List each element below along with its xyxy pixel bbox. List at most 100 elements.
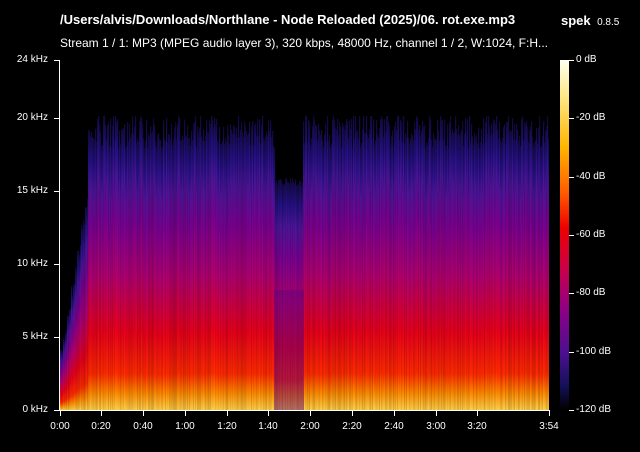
spectrogram-column — [413, 139, 415, 410]
spectrogram-column — [317, 140, 319, 410]
spectrogram-column — [382, 119, 384, 410]
spectrogram-column — [144, 147, 146, 410]
spectrogram-column — [190, 145, 192, 410]
spectrogram-column — [222, 140, 224, 410]
spectrogram-column — [522, 116, 524, 410]
spectrogram-column — [423, 126, 425, 410]
spectrogram-column — [483, 118, 485, 410]
spectrogram-column — [394, 126, 396, 410]
time-label: 3:54 — [539, 421, 559, 432]
spectrogram-column — [383, 136, 385, 410]
spectrogram-column — [411, 133, 413, 410]
spectrogram-column — [191, 130, 193, 410]
spectrogram-column — [480, 141, 482, 410]
spectrogram-column — [355, 116, 357, 410]
spectrogram-column — [514, 123, 516, 410]
spectrogram-column — [266, 131, 268, 410]
spectrogram-column — [460, 133, 462, 410]
spectrogram-column — [75, 267, 77, 410]
spectrogram-column — [210, 124, 212, 410]
spectrogram-column — [520, 145, 522, 410]
spectrogram-column — [99, 124, 101, 410]
spectrogram-column — [511, 131, 513, 410]
spectrogram-column — [344, 129, 346, 410]
spectrogram-column — [236, 127, 238, 410]
spectrogram-column — [342, 122, 344, 410]
spectrogram-column — [403, 116, 405, 410]
spectrogram-column — [189, 137, 191, 410]
spectrogram-column — [405, 133, 407, 410]
spectrogram-column — [422, 120, 424, 410]
spectrogram-column — [504, 124, 506, 410]
spectrogram-column — [260, 143, 262, 410]
spectrogram-column — [444, 119, 446, 410]
time-tick — [549, 411, 550, 416]
spectrogram-column — [249, 121, 251, 410]
spectrogram-column — [539, 116, 541, 410]
spectrogram-column — [185, 135, 187, 410]
frame-left — [59, 60, 60, 411]
spectrogram-column — [263, 137, 265, 410]
spectrogram-column — [307, 142, 309, 410]
time-tick — [436, 411, 437, 416]
spectrogram-column — [341, 147, 343, 410]
spectrogram-column — [83, 220, 85, 410]
spectrogram-column — [166, 117, 168, 410]
spectrogram-column — [145, 141, 147, 410]
spectrogram-column — [331, 143, 333, 410]
spectrogram-column — [387, 116, 389, 410]
spectrogram-column — [68, 315, 70, 410]
time-label: 0:20 — [91, 421, 111, 432]
spectrogram-column — [319, 130, 321, 410]
spectrogram-column — [110, 118, 112, 410]
spectrogram-column — [304, 143, 306, 410]
spectrogram-column — [229, 143, 231, 410]
db-label: -100 dB — [576, 346, 612, 357]
spectrogram-column — [103, 116, 105, 410]
time-tick — [268, 411, 269, 416]
spectrogram-column — [212, 120, 214, 410]
time-label: 3:00 — [426, 421, 446, 432]
spectrogram-column — [485, 121, 487, 410]
spectrogram-column — [77, 251, 79, 410]
spectrogram-column — [82, 229, 84, 410]
spectrogram[interactable] — [60, 60, 549, 410]
spectrogram-column — [87, 198, 89, 410]
spectrogram-column — [543, 121, 545, 410]
spectrogram-column — [498, 138, 500, 410]
spectrogram-column — [484, 143, 486, 410]
spectrogram-column — [303, 121, 305, 410]
freq-tick — [54, 191, 60, 192]
spectrogram-column — [104, 116, 106, 410]
spectrogram-column — [426, 142, 428, 410]
time-label: 1:40 — [258, 421, 278, 432]
spectrogram-column — [348, 138, 350, 410]
freq-label-10: 10 kHz — [16, 258, 48, 269]
spectrogram-column — [274, 147, 276, 410]
spectrogram-column — [136, 142, 138, 410]
spectrogram-column — [90, 136, 92, 410]
spectrogram-column — [374, 144, 376, 410]
spectrogram-column — [465, 118, 467, 410]
spectrogram-column — [115, 116, 117, 410]
spectrogram-column — [326, 141, 328, 410]
spectrogram-column — [298, 185, 300, 410]
spectrogram-column — [415, 128, 417, 410]
spectrogram-column — [531, 121, 533, 410]
app-name: spek — [561, 13, 591, 28]
spectrogram-column — [288, 182, 290, 410]
spectrogram-column — [69, 309, 71, 410]
spectrogram-dip — [274, 290, 304, 410]
spectrogram-column — [121, 130, 123, 410]
spectrogram-column — [211, 116, 213, 410]
time-label: 3:20 — [467, 421, 487, 432]
spectrogram-column — [251, 126, 253, 410]
spectrogram-column — [79, 254, 81, 410]
spectrogram-column — [154, 125, 156, 410]
spectrogram-column — [532, 137, 534, 410]
spectrogram-column — [86, 207, 88, 410]
spectrogram-column — [473, 144, 475, 410]
spectrogram-column — [470, 140, 472, 410]
time-label: 0:00 — [50, 421, 70, 432]
spectrogram-column — [180, 140, 182, 410]
